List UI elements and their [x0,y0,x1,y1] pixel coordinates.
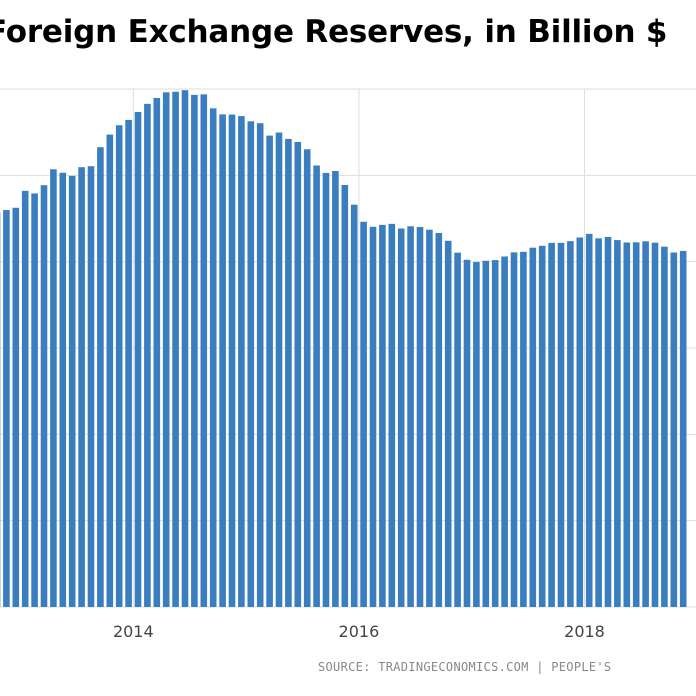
bar [482,260,490,607]
bar [12,207,20,607]
bar [520,251,527,608]
bar [125,119,132,607]
bar [444,240,452,608]
bar [454,252,461,608]
bar [191,94,198,607]
bar [529,247,537,607]
bar [341,185,349,607]
bar [397,228,405,608]
bar [219,114,226,607]
bar [604,236,612,607]
bar-series [0,90,687,608]
bar [181,90,189,607]
bar [238,116,245,607]
bar [510,252,518,608]
x-tick-label: 2018 [564,622,605,641]
bar [642,241,649,608]
bar-chart: 2014 2016 2018 [0,88,696,641]
bar [106,134,114,608]
bar [285,138,292,607]
bar [21,190,29,607]
bar [228,114,236,608]
bar [144,103,151,607]
bar [369,226,377,607]
bar [153,97,161,607]
bar [31,193,38,608]
bar [200,94,208,608]
x-tick-label: 2016 [339,622,380,641]
bar [172,91,179,607]
bar [567,241,574,608]
bar [275,132,283,607]
bar [247,121,255,607]
bar [59,172,67,607]
x-axis-ticks: 2014 2016 2018 [113,622,605,641]
bar [661,246,668,608]
bar [576,237,584,607]
bar [548,242,555,607]
source-credit: SOURCE: TRADINGECONOMICS.COM | PEOPLE'S [318,660,612,674]
bar [115,125,123,607]
bar [87,166,95,607]
bar [322,172,330,607]
bar [426,229,433,607]
bar [679,250,687,607]
bar [435,233,443,607]
bar [78,167,85,607]
bar [313,165,320,607]
bar [388,223,396,607]
bar [266,135,273,607]
bar [651,242,659,607]
bar [379,224,386,607]
bar [162,92,170,608]
bar [350,204,358,608]
bar [670,252,678,608]
bar [614,240,621,608]
bar [416,226,424,607]
bar [50,169,57,608]
bar [360,221,367,607]
bar [332,171,339,607]
bar [68,175,76,608]
bar [407,226,414,607]
bar [491,260,499,607]
bar [256,123,264,608]
bar [585,233,593,607]
bar [473,262,480,607]
bar [632,242,640,607]
bar [209,108,217,607]
bar [97,147,104,607]
bar [501,256,508,607]
x-tick-label: 2014 [113,622,154,641]
bar [40,185,48,607]
bar [134,111,142,608]
bar [557,242,565,607]
bar [294,142,302,607]
chart-title: Foreign Exchange Reserves, in Billion $ [0,14,668,50]
bar [3,210,10,607]
bar [463,259,471,607]
bar [623,242,631,607]
bar [595,238,602,607]
bar [538,245,546,608]
bar [303,149,311,607]
